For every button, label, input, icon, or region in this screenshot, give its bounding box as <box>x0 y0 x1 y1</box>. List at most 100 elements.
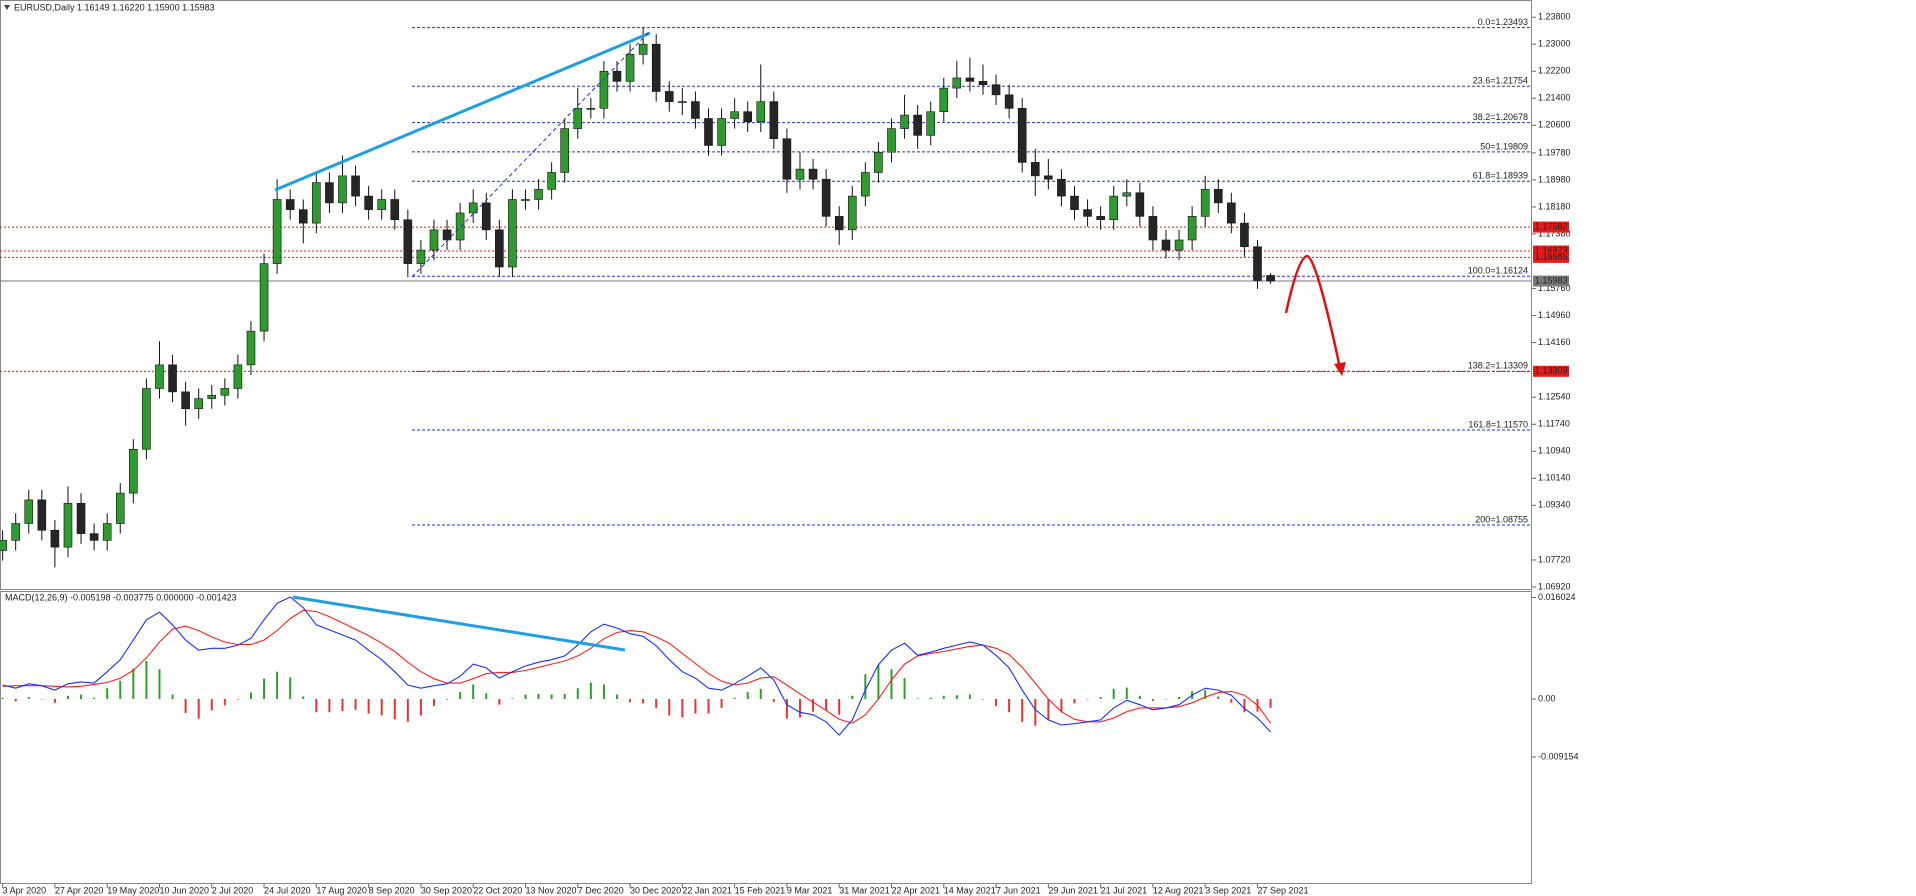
x-tick-label: 10 Jun 2020 <box>159 885 209 895</box>
y-tick-label: 1.18980 <box>1538 174 1571 184</box>
histogram-bar <box>1151 698 1154 701</box>
candle-body <box>63 502 73 548</box>
candle-body <box>769 101 779 140</box>
histogram-bar <box>916 698 919 699</box>
candle-body <box>468 202 478 214</box>
histogram-bar <box>759 688 762 699</box>
candle-body <box>1057 178 1066 197</box>
level-label: 1.16873 <box>1535 245 1568 255</box>
x-tick-label: 7 Dec 2020 <box>578 885 624 895</box>
fib-label: 38.2=1.20678 <box>1473 112 1528 122</box>
histogram-bar <box>798 698 801 718</box>
histogram-bar <box>602 684 605 699</box>
level-label: 1.16685 <box>1535 252 1568 262</box>
candle-body <box>168 364 177 393</box>
x-tick-label: 22 Apr 2021 <box>891 885 940 895</box>
candle-body <box>913 114 922 136</box>
fib-label: 23.6=1.21754 <box>1473 76 1528 86</box>
y-tick-label: 1.23000 <box>1538 39 1571 49</box>
histogram-bar <box>1204 690 1207 699</box>
histogram-bar <box>772 698 775 703</box>
fib-label: 161.8=1.11570 <box>1468 419 1528 429</box>
candle-body <box>194 398 203 410</box>
histogram-bar <box>1217 696 1220 699</box>
candle-body <box>939 87 949 113</box>
fib-label: 200=1.08755 <box>1475 514 1528 524</box>
candle-body <box>37 499 47 531</box>
candle-body <box>795 168 805 180</box>
macd-line <box>2 596 1272 736</box>
y-tick-label: 1.12540 <box>1538 392 1571 402</box>
candle-body <box>1109 195 1119 221</box>
price-header: EURUSD,Daily 1.16149 1.16220 1.15900 1.1… <box>14 2 215 12</box>
histogram-bar <box>485 693 488 699</box>
histogram-bar <box>158 669 161 699</box>
y-tick-label: -0.009154 <box>1538 751 1579 761</box>
histogram-bar <box>328 698 331 713</box>
histogram-bar <box>746 692 749 699</box>
histogram-bar <box>40 698 43 700</box>
candle-body <box>1227 202 1236 224</box>
candle-body <box>390 199 400 221</box>
y-tick-label: 0.016024 <box>1538 592 1576 602</box>
y-tick-label: 0.00 <box>1538 693 1556 703</box>
fib-label: 61.8=1.18939 <box>1473 171 1528 181</box>
y-tick-label: 1.14960 <box>1538 310 1571 320</box>
macd-trend-line <box>292 595 626 652</box>
candle-body <box>678 101 687 103</box>
candle-body <box>1266 275 1275 282</box>
y-tick-label: 1.19780 <box>1538 147 1571 157</box>
x-tick-label: 9 Mar 2021 <box>787 885 833 895</box>
x-tick-label: 3 Sep 2021 <box>1205 885 1251 895</box>
candle-body <box>285 199 295 210</box>
candle-body <box>1174 239 1184 251</box>
candle-body <box>847 195 857 231</box>
histogram-bar <box>53 698 56 703</box>
y-tick-label: 1.07720 <box>1538 554 1571 564</box>
forecast-arrow <box>1284 254 1342 369</box>
histogram-bar <box>380 698 383 716</box>
candle-body <box>1161 239 1171 251</box>
histogram-bar <box>681 698 684 718</box>
histogram-bar <box>1086 698 1089 700</box>
collapse-icon[interactable] <box>4 5 10 10</box>
histogram-bar <box>537 693 540 699</box>
candle-body <box>377 199 386 210</box>
x-tick-label: 14 May 2021 <box>944 885 996 895</box>
histogram-bar <box>1269 698 1272 708</box>
histogram-bar <box>524 694 527 699</box>
histogram-bar <box>106 688 109 699</box>
candle-body <box>129 448 138 494</box>
histogram-bar <box>432 698 435 706</box>
candle-body <box>89 533 99 541</box>
level-box <box>1533 245 1569 257</box>
histogram-bar <box>655 698 658 708</box>
y-tick-label: 1.20600 <box>1538 120 1571 130</box>
histogram-bar <box>1125 687 1128 699</box>
macd-panel <box>0 591 1532 884</box>
histogram-bar <box>785 698 788 719</box>
candle-body <box>76 502 86 534</box>
level-box <box>1533 365 1569 377</box>
candle-body <box>50 529 60 548</box>
histogram-bar <box>668 698 671 716</box>
fib-label: 50=1.19809 <box>1480 141 1528 151</box>
candle-body <box>599 70 609 109</box>
histogram-bar <box>80 694 83 699</box>
candle-body <box>978 81 988 86</box>
signal-line <box>2 609 1272 724</box>
x-tick-label: 27 Apr 2020 <box>55 885 104 895</box>
candle-body <box>142 388 151 450</box>
candle-body <box>1253 246 1262 281</box>
x-tick-label: 7 Jun 2021 <box>996 885 1041 895</box>
histogram-bar <box>511 698 514 699</box>
candle-body <box>625 54 635 82</box>
histogram-bar <box>812 698 815 712</box>
candle-body <box>1148 216 1158 241</box>
histogram-bar <box>119 680 122 699</box>
candle-body <box>991 84 1001 96</box>
fib-label: 138.2=1.13309 <box>1468 361 1528 371</box>
candle-body <box>782 138 792 180</box>
